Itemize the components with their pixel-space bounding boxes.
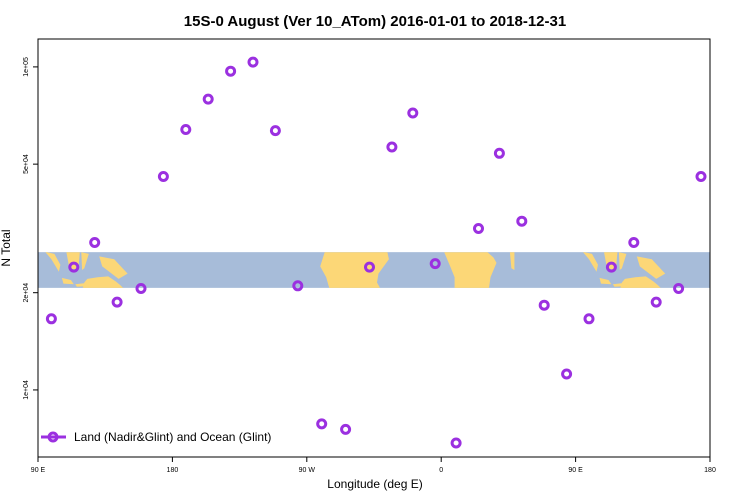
land-australia-east xyxy=(620,276,661,288)
land-lesser-sunda-west xyxy=(75,282,91,287)
data-point xyxy=(695,171,707,182)
legend-marker xyxy=(47,431,59,443)
data-point xyxy=(493,147,505,159)
data-point xyxy=(386,141,398,153)
x-axis-label: Longitude (deg E) xyxy=(327,477,422,491)
plot-area-frame xyxy=(37,38,711,458)
data-point xyxy=(135,283,147,294)
data-point xyxy=(450,437,462,449)
land-sulawesi-west xyxy=(81,252,89,270)
data-point xyxy=(202,93,214,105)
x-tick-label: 90 E xyxy=(568,467,583,474)
land-seychelles xyxy=(509,252,515,270)
data-point xyxy=(628,237,640,248)
data-point xyxy=(407,107,419,119)
land-new-guinea-east xyxy=(636,256,666,279)
data-point xyxy=(605,261,617,273)
data-points xyxy=(45,56,707,449)
data-point xyxy=(364,261,375,273)
data-point xyxy=(180,124,192,135)
land-australia-west xyxy=(82,276,124,288)
y-tick-label: 1e+05 xyxy=(23,57,30,77)
data-point xyxy=(45,313,57,325)
legend: Land (Nadir&Glint) and Ocean (Glint) xyxy=(41,430,271,444)
data-point xyxy=(429,258,441,270)
x-axis-ticks: 90 E 180 90 W 0 90 E 180 xyxy=(31,457,716,474)
world-map-band xyxy=(38,252,710,288)
data-point xyxy=(340,423,352,435)
land-south-america xyxy=(320,252,389,288)
land-new-guinea-west xyxy=(99,256,128,279)
data-point xyxy=(538,299,550,311)
x-tick-label: 180 xyxy=(704,467,716,474)
data-point xyxy=(157,171,169,182)
land-java-east xyxy=(599,277,612,285)
data-point xyxy=(561,368,573,380)
data-point xyxy=(111,296,123,308)
y-tick-label: 1e+04 xyxy=(23,380,30,400)
data-point xyxy=(516,215,528,227)
data-point xyxy=(673,283,685,294)
data-point xyxy=(89,237,101,248)
y-axis-ticks: 1e+04 2e+04 5e+04 1e+05 xyxy=(23,57,38,400)
legend-entry: Land (Nadir&Glint) and Ocean (Glint) xyxy=(74,430,271,444)
data-point xyxy=(247,56,259,68)
land-africa xyxy=(429,252,497,288)
chart-title: 15S-0 August (Ver 10_ATom) 2016-01-01 to… xyxy=(184,13,566,30)
x-tick-label: 180 xyxy=(167,467,179,474)
y-tick-label: 5e+04 xyxy=(23,154,30,174)
x-tick-label: 0 xyxy=(439,467,443,474)
land-lesser-sunda-east xyxy=(612,282,628,287)
data-point xyxy=(292,280,304,292)
x-tick-label: 90 E xyxy=(31,467,46,474)
land-sumatra-east xyxy=(583,252,598,272)
data-point xyxy=(225,65,237,77)
data-point xyxy=(650,296,662,308)
x-tick-label: 90 W xyxy=(299,467,316,474)
y-tick-label: 2e+04 xyxy=(23,283,30,303)
land-sulawesi-east xyxy=(618,252,627,270)
data-point xyxy=(68,261,80,273)
data-point xyxy=(473,223,484,234)
data-point xyxy=(583,313,595,325)
data-point xyxy=(269,125,281,137)
land-sumatra-west xyxy=(45,252,61,272)
data-point xyxy=(316,418,328,430)
y-axis-label: N Total xyxy=(0,229,13,266)
land-java-west xyxy=(61,277,74,285)
